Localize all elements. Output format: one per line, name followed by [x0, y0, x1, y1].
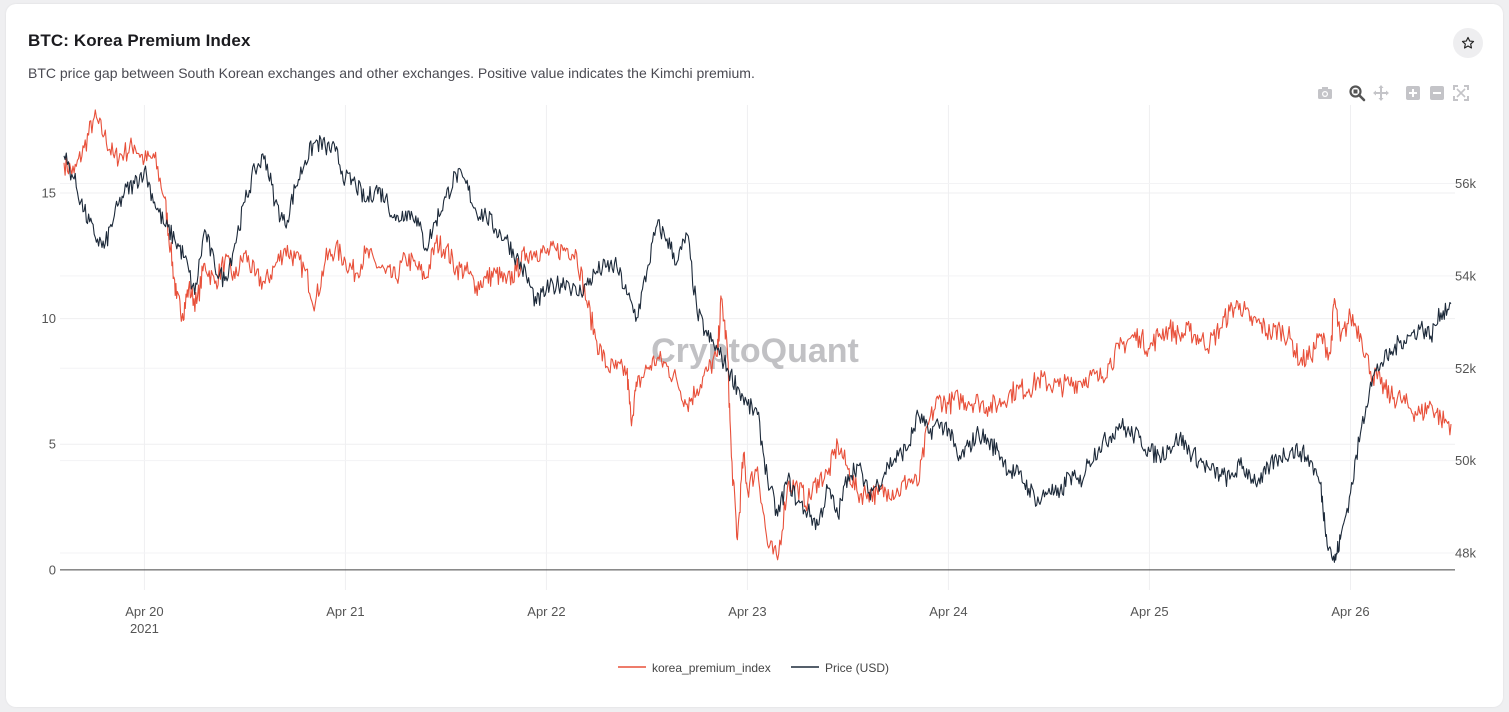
- chart-card: BTC: Korea Premium Index BTC price gap b…: [6, 4, 1503, 707]
- camera-icon[interactable]: [1316, 84, 1334, 102]
- pan-icon[interactable]: [1372, 84, 1390, 102]
- chart-subtitle: BTC price gap between South Korean excha…: [28, 65, 755, 81]
- zoom-icon[interactable]: [1348, 84, 1366, 102]
- chart-title: BTC: Korea Premium Index: [28, 31, 251, 50]
- autoscale-icon[interactable]: [1452, 84, 1470, 102]
- favorite-button[interactable]: [1453, 28, 1483, 58]
- star-icon: [1461, 36, 1475, 49]
- zoom-in-icon[interactable]: [1404, 84, 1422, 102]
- zoom-out-icon[interactable]: [1428, 84, 1446, 102]
